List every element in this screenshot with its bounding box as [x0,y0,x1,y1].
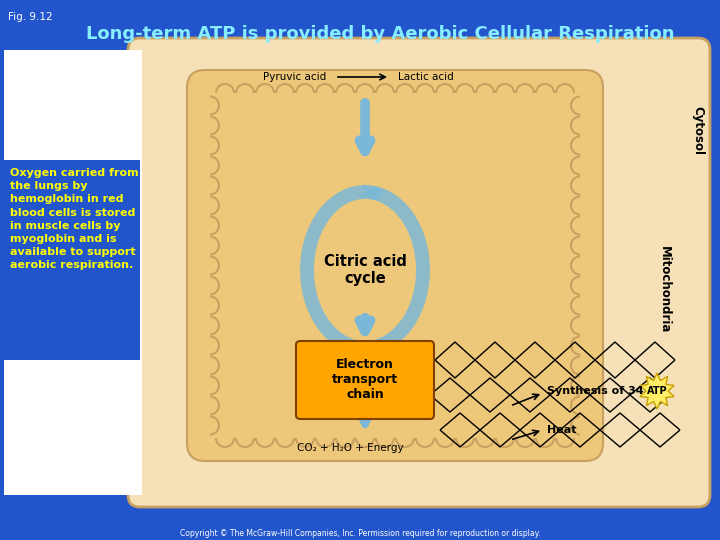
Bar [4,160,140,360]
Text: Pyruvic acid: Pyruvic acid [264,72,327,82]
Text: Synthesis of 34: Synthesis of 34 [547,386,644,396]
Text: Oxygen carried from
the lungs by
hemoglobin in red
blood cells is stored
in musc: Oxygen carried from the lungs by hemoglo… [10,168,139,271]
FancyBboxPatch shape [128,38,710,507]
FancyBboxPatch shape [296,341,434,419]
Text: Cytosol: Cytosol [691,105,704,154]
Text: Citric acid
cycle: Citric acid cycle [323,254,406,286]
Text: ATP: ATP [647,386,667,396]
Text: Copyright © The McGraw-Hill Companies, Inc. Permission required for reproduction: Copyright © The McGraw-Hill Companies, I… [180,529,540,537]
Polygon shape [640,373,674,409]
Text: Electron
transport
chain: Electron transport chain [332,359,398,402]
Text: Mitochondria: Mitochondria [657,246,670,334]
Bar [4,50,142,495]
Text: Fig. 9.12: Fig. 9.12 [8,12,53,22]
FancyBboxPatch shape [187,70,603,461]
Text: Lactic acid: Lactic acid [398,72,454,82]
Text: Heat: Heat [547,425,577,435]
Text: CO₂ + H₂O + Energy: CO₂ + H₂O + Energy [297,443,403,453]
Text: Long-term ATP is provided by Aerobic Cellular Respiration: Long-term ATP is provided by Aerobic Cel… [86,25,674,43]
